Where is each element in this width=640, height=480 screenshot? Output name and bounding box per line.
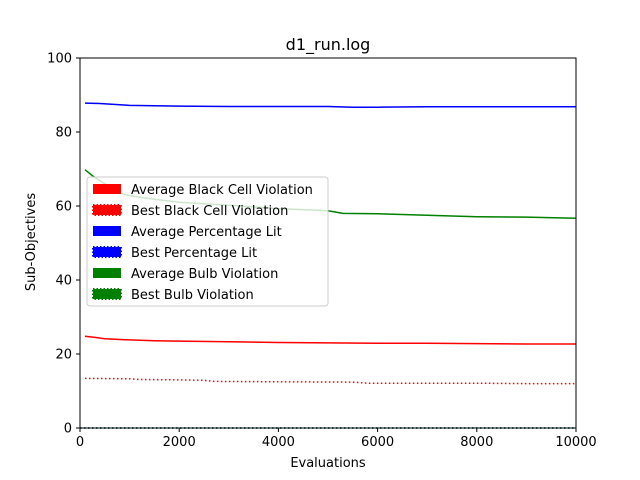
legend-label: Best Bulb Violation	[131, 288, 254, 303]
legend-label: Best Black Cell Violation	[131, 204, 288, 219]
y-axis-label: Sub-Objectives	[24, 193, 39, 291]
plot-frame	[79, 57, 577, 429]
legend-label: Average Black Cell Violation	[131, 183, 313, 198]
x-tick-label: 10000	[555, 435, 596, 450]
legend-swatch	[93, 226, 121, 236]
y-tick-label: 60	[55, 200, 72, 215]
legend-swatch	[92, 204, 122, 216]
y-tick-label: 80	[55, 126, 72, 141]
axis-ticks: 0 2000 4000 6000 8000 10000 0 20 40 60 80 100	[47, 52, 597, 451]
y-tick-label: 20	[55, 348, 72, 363]
legend-label: Best Percentage Lit	[131, 246, 257, 261]
y-tick-label: 0	[64, 422, 72, 437]
legend: Average Black Cell Violation Best Black C…	[86, 176, 329, 307]
x-tick-label: 0	[76, 435, 84, 450]
legend-label: Average Bulb Violation	[131, 267, 278, 282]
y-tick-label: 100	[47, 52, 72, 67]
legend-swatch	[92, 288, 122, 300]
legend-swatch	[93, 184, 121, 194]
x-tick-label: 6000	[361, 435, 394, 450]
chart-title: d1_run.log	[286, 35, 371, 55]
x-tick-label: 8000	[460, 435, 493, 450]
legend-swatch	[93, 268, 121, 278]
x-tick-label: 2000	[163, 435, 196, 450]
legend-box	[86, 176, 329, 307]
series-line-average-percentage-lit	[84, 102, 576, 108]
x-axis-label: Evaluations	[290, 456, 366, 471]
legend-label: Average Percentage Lit	[131, 225, 282, 240]
series-line-best-black-cell-violation	[84, 377, 576, 385]
y-tick-label: 40	[55, 274, 72, 289]
series-line-average-black-cell-violation	[84, 335, 576, 345]
legend-swatch	[92, 246, 122, 258]
x-tick-label: 4000	[262, 435, 295, 450]
